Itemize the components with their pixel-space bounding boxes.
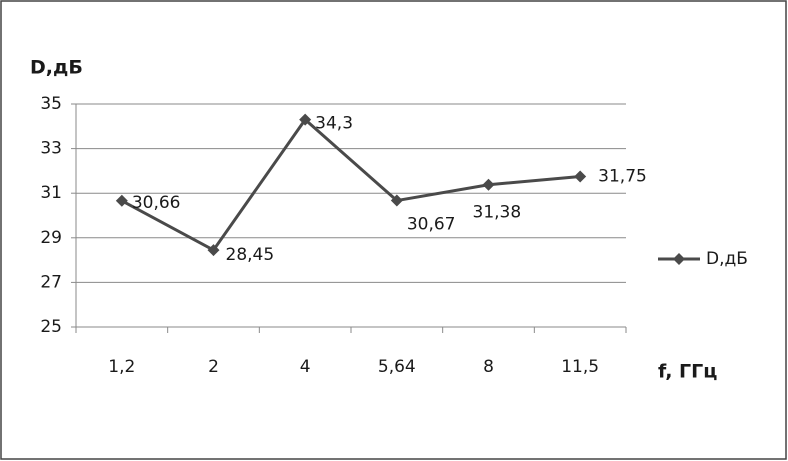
- data-label: 28,45: [226, 245, 275, 265]
- y-tick-label: 27: [40, 272, 62, 292]
- x-axis-label: f, ГГц: [658, 361, 717, 383]
- y-tick-label: 25: [40, 317, 62, 337]
- marker: [482, 178, 495, 191]
- x-tick-label: 1,2: [108, 357, 135, 377]
- y-tick-label: 31: [40, 183, 62, 203]
- x-tick-label: 8: [483, 357, 494, 377]
- y-tick-label: 33: [40, 139, 62, 159]
- marker: [115, 194, 128, 207]
- marker: [299, 113, 312, 126]
- legend-label: D,дБ: [706, 249, 748, 269]
- marker: [574, 170, 587, 183]
- y-tick-label: 29: [40, 228, 62, 248]
- legend-marker: [673, 253, 685, 265]
- x-tick-label: 4: [300, 357, 311, 377]
- y-tick-label: 35: [40, 94, 62, 114]
- x-tick-label: 2: [208, 357, 219, 377]
- y-axis-label: D,дБ: [30, 57, 83, 79]
- marker: [390, 194, 403, 207]
- x-tick-label: 5,64: [378, 357, 416, 377]
- data-label: 31,38: [473, 203, 522, 223]
- data-label: 31,75: [598, 166, 647, 186]
- series-line: [121, 117, 581, 253]
- data-label: 30,67: [407, 215, 456, 235]
- data-label: 30,66: [132, 193, 181, 213]
- x-tick-label: 11,5: [561, 357, 599, 377]
- data-label: 34,3: [315, 114, 353, 134]
- marker: [207, 244, 220, 257]
